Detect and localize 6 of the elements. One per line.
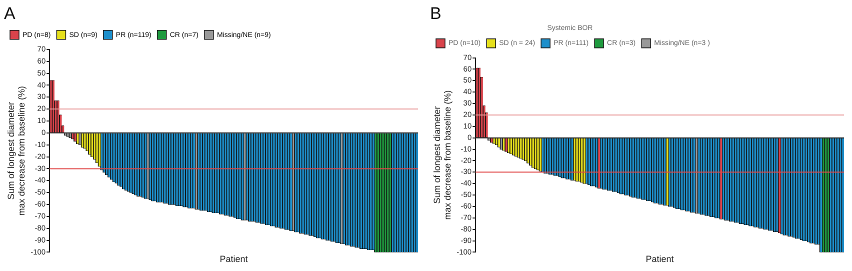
- chart-title: A: [4, 4, 16, 23]
- y-axis-title: Sum of longest diameter max decrease from baseline (%): [432, 90, 453, 220]
- chart-title: B: [430, 4, 442, 23]
- x-axis-title: Patient: [646, 254, 674, 264]
- x-axis-title: Patient: [220, 254, 248, 264]
- y-axis-title: Sum of longest diameter max decrease from baseline (%): [6, 86, 27, 216]
